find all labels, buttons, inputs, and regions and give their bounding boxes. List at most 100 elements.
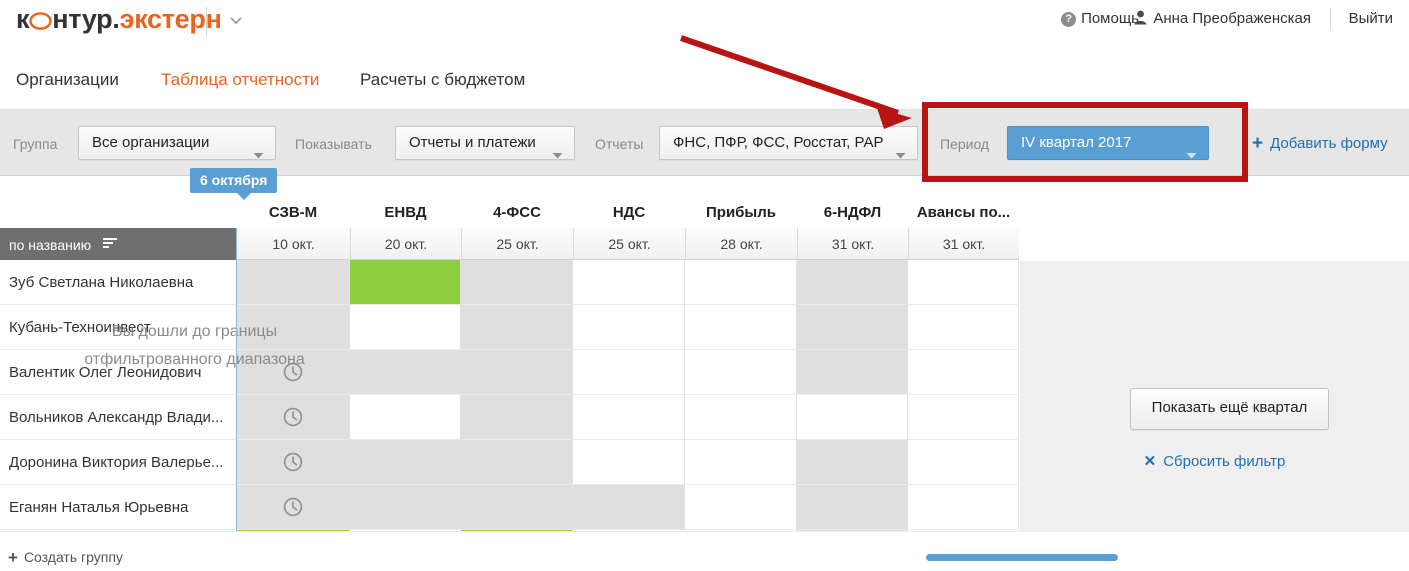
report-cell[interactable] (573, 350, 685, 395)
create-group-label: Создать группу (23, 549, 123, 565)
add-form-button[interactable]: + Добавить форму (1252, 133, 1388, 155)
report-cell[interactable] (908, 260, 1019, 305)
report-cell[interactable] (461, 395, 573, 440)
report-cell[interactable] (908, 305, 1019, 350)
report-cell[interactable] (797, 260, 908, 305)
logo-mid: нтур. (52, 4, 120, 34)
sort-by-name-header[interactable]: по названию (0, 228, 236, 260)
report-cell[interactable] (461, 440, 573, 485)
report-cell[interactable] (573, 440, 685, 485)
report-cell[interactable] (685, 305, 797, 350)
group-filter-value: Все организации (92, 134, 210, 151)
show-more-quarter-button[interactable]: Показать ещё квартал (1130, 388, 1329, 430)
report-cell[interactable] (350, 485, 461, 530)
report-cell[interactable] (685, 485, 797, 530)
reset-filter-label: Сбросить фильтр (1163, 453, 1286, 470)
report-cell[interactable] (350, 395, 461, 440)
deadline-date-header: 20 окт. (350, 228, 461, 260)
plus-icon: + (8, 548, 18, 567)
report-cell[interactable] (908, 440, 1019, 485)
report-cell[interactable] (350, 260, 461, 305)
report-cell[interactable] (350, 305, 461, 350)
table-row-name[interactable]: Еганян Наталья Юрьевна (0, 485, 236, 530)
report-cell[interactable] (236, 350, 350, 395)
horizontal-scrollbar-thumb[interactable] (926, 554, 1118, 561)
table-row-name[interactable]: Доронина Виктория Валерье... (0, 440, 236, 485)
nav-item-budget-settlements[interactable]: Расчеты с бюджетом (360, 70, 526, 89)
form-column-header[interactable]: ЕНВД (350, 197, 461, 228)
add-form-label: Добавить форму (1270, 135, 1388, 152)
report-cell[interactable] (908, 350, 1019, 395)
report-cell[interactable] (236, 440, 350, 485)
report-cell[interactable] (797, 350, 908, 395)
show-filter-select[interactable]: Отчеты и платежи (395, 126, 575, 160)
form-column-header[interactable]: Авансы по... (908, 197, 1019, 228)
create-group-button[interactable]: + Создать группу (8, 548, 123, 568)
table-row-name[interactable]: Кубань-Техноинвест (0, 305, 236, 350)
report-cell[interactable] (461, 260, 573, 305)
report-cell[interactable] (236, 260, 350, 305)
report-cell[interactable] (573, 305, 685, 350)
logout-link[interactable]: Выйти (1348, 10, 1393, 27)
report-cell[interactable] (685, 350, 797, 395)
report-cell[interactable] (908, 530, 1019, 531)
report-cell[interactable] (908, 395, 1019, 440)
form-column-header[interactable]: 6-НДФЛ (797, 197, 908, 228)
report-cell[interactable] (685, 530, 797, 531)
boundary-message-line1: Вы дошли до границы (111, 323, 278, 340)
form-column-header[interactable]: 4-ФСС (461, 197, 573, 228)
report-cell[interactable] (236, 305, 350, 350)
report-cell[interactable] (573, 485, 685, 530)
reports-filter-label: Отчеты (595, 136, 644, 152)
nav-item-reporting-table[interactable]: Таблица отчетности (161, 70, 320, 89)
report-cell[interactable] (685, 260, 797, 305)
form-column-header[interactable]: Прибыль (685, 197, 797, 228)
chevron-down-icon (552, 140, 563, 172)
report-cell[interactable] (908, 485, 1019, 530)
report-cell[interactable] (350, 530, 461, 531)
form-column-header[interactable]: НДС (573, 197, 685, 228)
report-cell[interactable] (797, 395, 908, 440)
reports-filter-value: ФНС, ПФР, ФСС, Росстат, РАР (673, 134, 884, 151)
deadline-date-header: 25 окт. (461, 228, 573, 260)
bottom-bar (0, 531, 1409, 571)
help-link[interactable]: ? Помощь (1061, 10, 1139, 27)
sort-descending-icon (103, 228, 118, 260)
report-cell[interactable] (797, 305, 908, 350)
report-cell[interactable] (685, 395, 797, 440)
table-row-name[interactable]: Зуб Светлана Николаевна (0, 260, 236, 305)
close-icon: ✕ (1143, 453, 1157, 470)
group-filter-select[interactable]: Все организации (78, 126, 276, 160)
report-cell[interactable] (236, 485, 350, 530)
report-cell[interactable] (350, 440, 461, 485)
user-menu[interactable]: Анна Преображенская (1134, 10, 1311, 27)
report-cell[interactable] (573, 260, 685, 305)
report-cell[interactable] (350, 350, 461, 395)
report-cell[interactable] (797, 485, 908, 530)
report-cell[interactable] (797, 440, 908, 485)
report-cell[interactable] (573, 395, 685, 440)
report-cell[interactable] (461, 485, 573, 530)
reports-filter-select[interactable]: ФНС, ПФР, ФСС, Росстат, РАР (659, 126, 918, 160)
report-cell[interactable] (461, 350, 573, 395)
report-cell[interactable] (797, 530, 908, 531)
report-cell[interactable] (461, 305, 573, 350)
report-cell[interactable] (685, 440, 797, 485)
app-logo[interactable]: к нтур.экстерн (16, 4, 222, 35)
report-cell[interactable] (236, 530, 350, 531)
sort-label: по названию (9, 237, 92, 253)
report-cell[interactable] (573, 530, 685, 531)
form-column-header[interactable]: СЗВ-М (236, 197, 350, 228)
deadline-date-header: 28 окт. (685, 228, 797, 260)
chevron-down-icon[interactable] (226, 10, 246, 30)
reset-filter-link[interactable]: ✕ Сбросить фильтр (1020, 452, 1409, 470)
question-mark-icon: ? (1061, 12, 1077, 27)
report-cell[interactable] (461, 530, 573, 531)
period-filter-select[interactable]: IV квартал 2017 (1007, 126, 1209, 160)
table-row-name[interactable]: Валентик Олег Леонидович (0, 350, 236, 395)
horizontal-scrollbar-track[interactable] (926, 554, 1118, 561)
nav-item-organizations[interactable]: Организации (16, 70, 119, 89)
table-row-name[interactable]: Вольников Александр Влади... (0, 395, 236, 440)
logo-ring-icon (29, 11, 52, 30)
report-cell[interactable] (236, 395, 350, 440)
